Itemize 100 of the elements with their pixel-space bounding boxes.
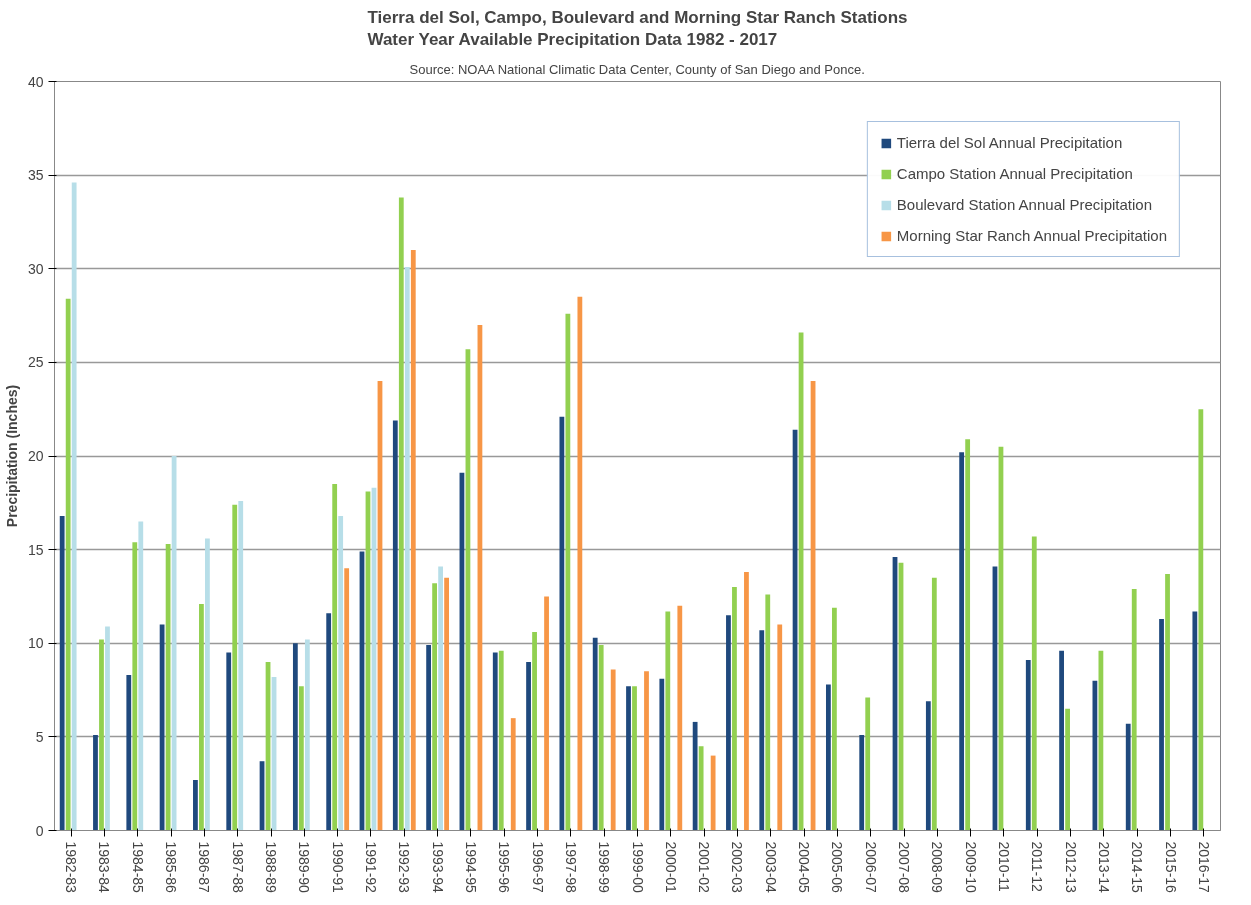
y-tick-label: 35 — [27, 167, 44, 184]
bar — [205, 538, 210, 831]
bar — [532, 632, 537, 831]
bar — [344, 568, 350, 831]
bar — [865, 697, 871, 831]
bar — [304, 639, 310, 831]
x-tick-label: 2011-12 — [1029, 841, 1046, 893]
bar — [726, 615, 731, 831]
x-tick-label: 2012-13 — [1062, 841, 1079, 894]
x-tick-label: 2015-16 — [1162, 841, 1179, 894]
x-tick-label: 2007-08 — [896, 841, 913, 894]
x-tick-label: 1988-89 — [263, 841, 280, 894]
bar — [765, 594, 771, 831]
x-tick-label: 1999-00 — [629, 841, 646, 894]
bar — [644, 671, 649, 831]
bar — [859, 735, 865, 831]
y-axis-title: Precipitation (Inches) — [3, 384, 20, 528]
bar — [105, 626, 110, 831]
bar — [565, 313, 571, 831]
bar — [692, 721, 698, 831]
bar — [931, 577, 937, 831]
bar — [71, 182, 77, 831]
x-tick-label: 2001-02 — [696, 841, 713, 894]
bar — [326, 613, 332, 831]
bar — [526, 661, 531, 831]
x-tick-label: 1996-97 — [529, 841, 546, 894]
bar — [426, 645, 432, 831]
y-tick-label: 0 — [35, 822, 44, 839]
bar — [126, 675, 132, 831]
bar — [298, 686, 304, 831]
y-tick-label: 15 — [27, 541, 44, 558]
bar — [438, 566, 444, 831]
source-note: Source: NOAA National Climatic Data Center, County of San Diego and Ponce. — [409, 61, 865, 77]
x-tick-label: 1986-87 — [196, 841, 213, 894]
x-tick-label: 1991-92 — [362, 841, 379, 894]
bar — [544, 596, 549, 831]
x-tick-label: 1995-96 — [496, 841, 513, 894]
bar — [292, 643, 298, 831]
bar — [132, 542, 138, 831]
bar — [1125, 723, 1131, 831]
x-tick-label: 2004-05 — [796, 841, 813, 894]
y-tick-label: 30 — [27, 260, 44, 277]
bar — [632, 686, 637, 831]
x-tick-label: 1985-86 — [163, 841, 180, 894]
x-tick-label: 1993-94 — [429, 841, 446, 894]
x-tick-label: 2005-06 — [829, 841, 846, 894]
bar — [698, 746, 704, 831]
bar — [410, 250, 416, 831]
bar — [610, 669, 616, 831]
y-tick-label: 40 — [27, 73, 44, 90]
x-tick-label: 1989-90 — [296, 841, 313, 894]
x-tick-label: 2014-15 — [1129, 841, 1146, 894]
bar — [65, 298, 71, 831]
bar — [59, 515, 65, 831]
bar — [1059, 650, 1064, 831]
x-tick-label: 2008-09 — [929, 841, 946, 894]
bar — [404, 266, 410, 831]
legend-label: Morning Star Ranch Annual Precipitation — [896, 227, 1167, 244]
y-tick-label: 10 — [27, 635, 44, 652]
bar — [199, 603, 204, 831]
legend-label: Boulevard Station Annual Precipitation — [896, 196, 1153, 213]
chart-title: Tierra del Sol, Campo, Boulevard and Morning Star Ranch Stations Water Year Available Precipitation Data 1982 - 2017 — [367, 7, 908, 50]
bar — [1192, 611, 1198, 831]
y-tick-label: 5 — [35, 728, 44, 745]
x-tick-label: 1987-88 — [229, 841, 246, 894]
bar — [925, 701, 931, 831]
bar — [1131, 588, 1137, 831]
bar — [677, 605, 683, 831]
x-tick-label: 1994-95 — [462, 841, 479, 894]
x-tick-label: 2009-10 — [962, 841, 979, 894]
bar — [138, 521, 144, 831]
bar — [825, 684, 831, 831]
x-tick-label: 1997-98 — [562, 841, 579, 894]
bar — [398, 197, 404, 831]
bar — [732, 587, 737, 831]
bar — [626, 686, 631, 831]
bar — [93, 735, 98, 831]
legend-label: Campo Station Annual Precipitation — [896, 165, 1133, 182]
bar — [159, 624, 165, 831]
bar — [1065, 708, 1070, 831]
bar — [744, 572, 749, 831]
x-tick-label: 1998-99 — [596, 841, 613, 894]
bar — [1031, 536, 1037, 831]
x-tick-label: 2003-04 — [762, 841, 779, 894]
y-tick-label: 25 — [27, 354, 44, 371]
bar — [444, 577, 450, 831]
x-tick-label: 1982-83 — [63, 841, 80, 894]
bar — [592, 637, 598, 831]
legend-label: Tierra del Sol Annual Precipitation — [896, 134, 1123, 151]
x-tick-label: 2006-07 — [862, 841, 879, 894]
bar — [559, 416, 565, 831]
bar — [392, 420, 398, 831]
x-tick-label: 1990-91 — [329, 841, 346, 894]
x-tick-label: 2016-17 — [1195, 841, 1212, 894]
x-tick-label: 2002-03 — [729, 841, 746, 894]
bar — [577, 296, 583, 831]
bar — [193, 779, 198, 831]
bar — [332, 484, 338, 831]
bar — [498, 650, 504, 831]
bar — [238, 500, 244, 831]
